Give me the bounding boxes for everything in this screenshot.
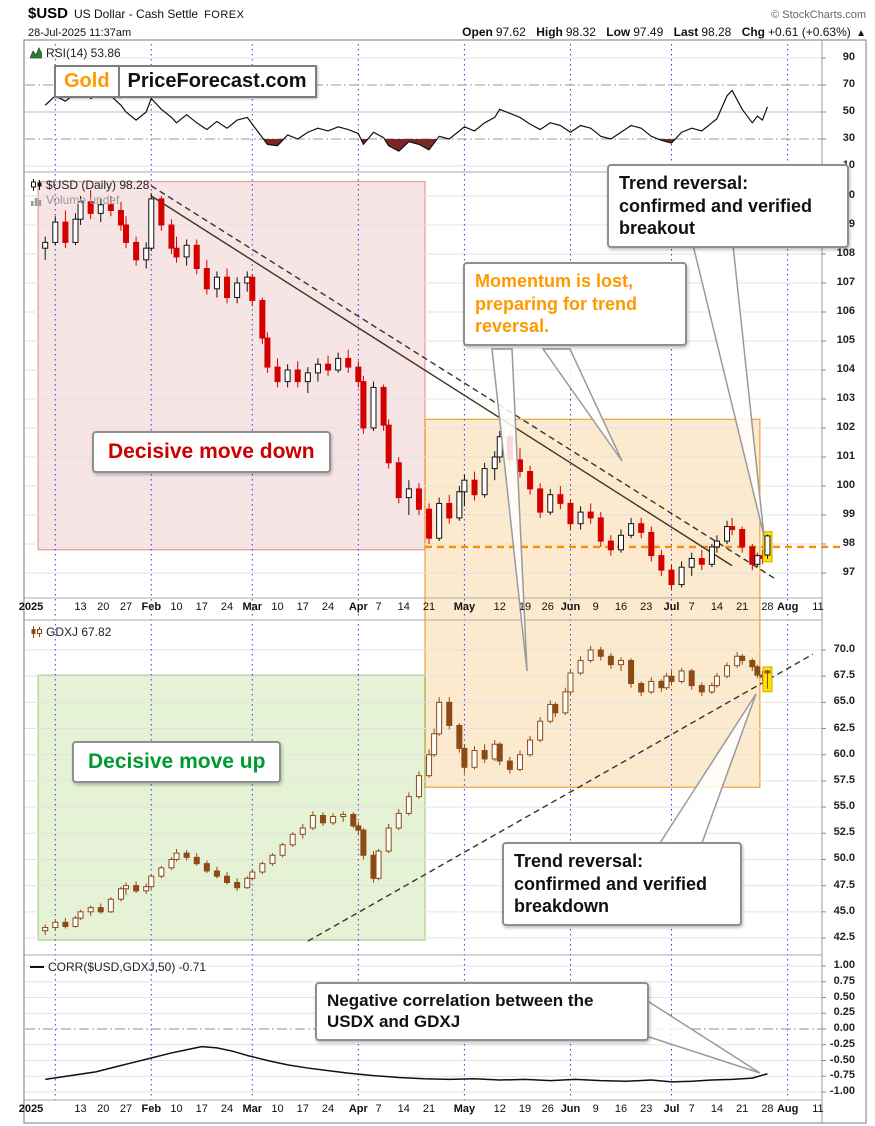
- gdxj-candlestick-icon: [31, 626, 42, 638]
- open-value: 97.62: [495, 25, 526, 39]
- symbol-description: US Dollar - Cash Settle: [74, 7, 199, 21]
- corr-panel-label: CORR($USD,GDXJ,50) -0.71: [30, 960, 206, 974]
- region-decisive-move-up-zone: [37, 674, 426, 941]
- rsi-panel-label-text: RSI(14) 53.86: [46, 46, 121, 60]
- line-indicator-icon: [30, 966, 44, 968]
- quote-strip: Open 97.62 High 98.32 Low 97.49 Last 98.28 C…: [455, 25, 866, 39]
- high-label: High: [536, 25, 563, 39]
- chart-datetime: 28-Jul-2025 11:37am: [28, 27, 132, 39]
- chart-frame: [23, 39, 867, 1124]
- last-label: Last: [673, 25, 699, 39]
- gdxj-panel-label-text: GDXJ 67.82: [46, 625, 112, 639]
- corr-panel-label-text: CORR($USD,GDXJ,50) -0.71: [48, 960, 207, 974]
- series-line-corr: [45, 1045, 768, 1083]
- region-consolidation-zone: [424, 418, 761, 788]
- change-label: Chg: [741, 25, 766, 39]
- candlestick-icon: [31, 179, 42, 191]
- open-label: Open: [462, 25, 493, 39]
- callout-to-usd-trendline: [541, 348, 623, 462]
- volume-label: Volume undef: [30, 193, 119, 207]
- high-value: 98.32: [565, 25, 596, 39]
- logo-gold-text: Gold: [54, 65, 120, 98]
- usd-panel-label-text: $USD (Daily) 98.28: [46, 178, 150, 192]
- goldpriceforecast-logo[interactable]: Gold PriceForecast.com: [54, 65, 317, 98]
- volume-bars-icon: [31, 198, 42, 206]
- trendline: [307, 653, 814, 942]
- low-value: 97.49: [633, 25, 664, 39]
- symbol: $USD: [28, 5, 69, 22]
- callout-to-corr-line-end: [645, 998, 761, 1074]
- rsi-indicator-icon: [30, 47, 42, 59]
- chart-header: $USD US Dollar - Cash Settle FOREX © Sto…: [28, 5, 866, 39]
- low-label: Low: [606, 25, 631, 39]
- rsi-panel-label: RSI(14) 53.86: [30, 46, 121, 60]
- volume-label-text: Volume undef: [46, 193, 120, 207]
- trendline: [150, 185, 778, 581]
- annotation-decisive-move-down: Decisive move down: [92, 431, 331, 474]
- annotation-momentum: Momentum is lost, preparing for trend re…: [463, 262, 687, 346]
- annotation-negative-correlation: Negative correlation between the USDX an…: [315, 982, 649, 1041]
- callout-to-gdxj-uptrend: [491, 348, 528, 672]
- annotation-decisive-move-up: Decisive move up: [72, 741, 282, 784]
- stockcharts-credit: © StockCharts.com: [771, 9, 866, 21]
- up-arrow-icon: ▲: [856, 28, 866, 39]
- logo-priceforecast-text: PriceForecast.com: [117, 65, 317, 98]
- annotation-breakout: Trend reversal: confirmed and verified b…: [607, 164, 849, 248]
- usd-panel-label: $USD (Daily) 98.28: [30, 178, 149, 192]
- region-decisive-move-down-zone: [37, 180, 426, 551]
- exchange-label: FOREX: [204, 9, 245, 21]
- change-value: +0.61 (+0.63%): [768, 25, 851, 39]
- series-line-rsi: [44, 87, 769, 152]
- last-value: 98.28: [701, 25, 732, 39]
- gdxj-panel-label: GDXJ 67.82: [30, 625, 111, 639]
- annotation-breakdown: Trend reversal: confirmed and verified b…: [502, 842, 742, 926]
- trendline: [150, 195, 733, 567]
